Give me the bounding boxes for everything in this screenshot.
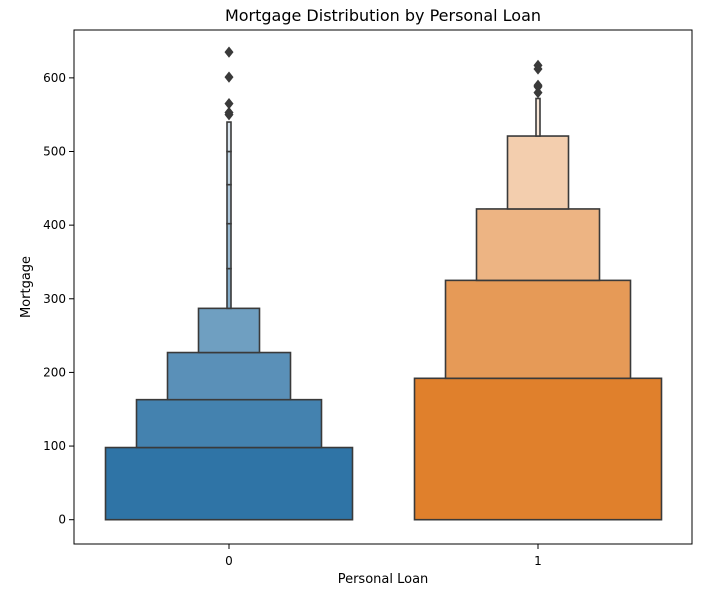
box-level-0-1 xyxy=(104,446,354,521)
box-level-0-2 xyxy=(135,398,323,449)
outlier-point-0-2 xyxy=(224,106,234,119)
box-level-1-1 xyxy=(413,377,663,521)
outlier-point-0-3 xyxy=(224,97,234,110)
boxes-layer xyxy=(104,97,663,521)
y-tick-label-400: 400 xyxy=(43,218,66,232)
outlier-point-0-4 xyxy=(224,71,234,83)
outlier-point-0-5 xyxy=(224,46,234,58)
box-level-0-4 xyxy=(197,307,261,354)
chart-title: Mortgage Distribution by Personal Loan xyxy=(225,6,541,25)
y-tick-label-500: 500 xyxy=(43,145,66,159)
plot-frame xyxy=(73,29,693,545)
outlier-point-1-5 xyxy=(533,59,543,71)
outlier-point-1-3 xyxy=(533,79,543,91)
y-tick-label-0: 0 xyxy=(58,513,66,527)
box-level-0-9 xyxy=(226,121,232,153)
x-axis-label: Personal Loan xyxy=(338,572,429,587)
y-tick-label-200: 200 xyxy=(43,365,66,379)
box-level-1-2 xyxy=(444,279,632,380)
box-level-1-3 xyxy=(475,208,601,282)
outliers-layer xyxy=(224,46,543,121)
y-axis-label: Mortgage xyxy=(19,256,34,318)
y-tick-label-600: 600 xyxy=(43,71,66,85)
x-tick-label-1: 1 xyxy=(534,554,542,568)
plot-area xyxy=(73,29,693,545)
y-tick-label-100: 100 xyxy=(43,439,66,453)
y-tick-label-300: 300 xyxy=(43,292,66,306)
box-level-0-7 xyxy=(226,183,232,225)
box-level-0-5 xyxy=(226,267,232,310)
outlier-point-1-1 xyxy=(533,86,543,99)
box-level-0-6 xyxy=(226,222,232,270)
x-tick-label-0: 0 xyxy=(225,554,233,568)
box-level-0-8 xyxy=(226,150,232,186)
box-level-0-3 xyxy=(166,351,292,401)
box-level-1-5 xyxy=(535,97,541,137)
y-axis: 0 100 200 300 400 500 600 xyxy=(43,71,74,527)
box-level-1-4 xyxy=(506,135,570,210)
